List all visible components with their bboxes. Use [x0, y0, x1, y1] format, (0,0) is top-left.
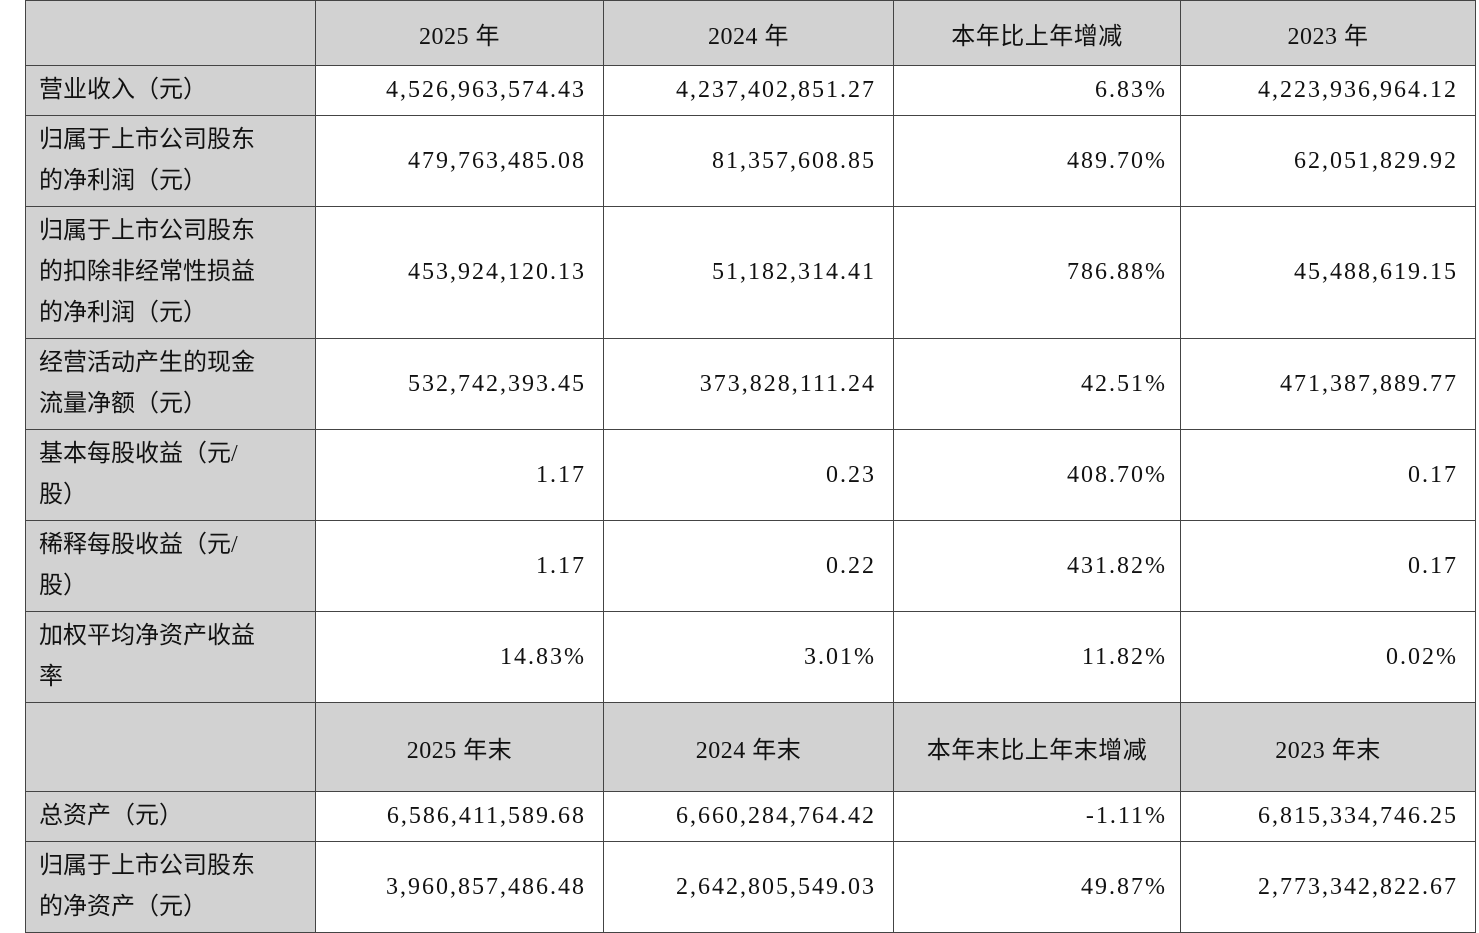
table-row-net-assets: 归属于上市公司股东 的净资产（元） 3,960,857,486.48 2,642…	[25, 841, 1476, 933]
value-2025: 453,924,120.13	[315, 206, 604, 339]
value-change: 42.51%	[893, 338, 1181, 430]
metric-label: 稀释每股收益（元/ 股）	[25, 520, 316, 612]
metric-label: 经营活动产生的现金 流量净额（元）	[25, 338, 316, 430]
column-header-2024-end: 2024 年末	[603, 702, 894, 792]
value-2025: 14.83%	[315, 611, 604, 703]
table-row-total-assets: 总资产（元） 6,586,411,589.68 6,660,284,764.42…	[25, 791, 1476, 842]
table-row-diluted-eps: 稀释每股收益（元/ 股） 1.17 0.22 431.82% 0.17	[25, 520, 1476, 612]
value-change: 489.70%	[893, 115, 1181, 207]
column-header-2025: 2025 年	[315, 0, 604, 66]
value-2023: 6,815,334,746.25	[1180, 791, 1476, 842]
metric-label: 归属于上市公司股东 的净资产（元）	[25, 841, 316, 933]
value-2025: 3,960,857,486.48	[315, 841, 604, 933]
value-2025: 4,526,963,574.43	[315, 65, 604, 116]
value-2024: 0.22	[603, 520, 894, 612]
metric-label: 归属于上市公司股东 的净利润（元）	[25, 115, 316, 207]
value-2024: 3.01%	[603, 611, 894, 703]
metric-label: 营业收入（元）	[25, 65, 316, 116]
value-2025: 532,742,393.45	[315, 338, 604, 430]
value-2025: 1.17	[315, 429, 604, 521]
value-change: 49.87%	[893, 841, 1181, 933]
table-row-revenue: 营业收入（元） 4,526,963,574.43 4,237,402,851.2…	[25, 65, 1476, 116]
column-header-yoy-change: 本年比上年增减	[893, 0, 1181, 66]
value-2024: 0.23	[603, 429, 894, 521]
value-2024: 81,357,608.85	[603, 115, 894, 207]
value-2024: 6,660,284,764.42	[603, 791, 894, 842]
value-change: 431.82%	[893, 520, 1181, 612]
value-change: 408.70%	[893, 429, 1181, 521]
value-2023: 4,223,936,964.12	[1180, 65, 1476, 116]
metric-label: 归属于上市公司股东 的扣除非经常性损益 的净利润（元）	[25, 206, 316, 339]
value-2025: 479,763,485.08	[315, 115, 604, 207]
table-row-net-profit: 归属于上市公司股东 的净利润（元） 479,763,485.08 81,357,…	[25, 115, 1476, 207]
value-2024: 373,828,111.24	[603, 338, 894, 430]
value-2023: 0.17	[1180, 520, 1476, 612]
table-row-operating-cash-flow: 经营活动产生的现金 流量净额（元） 532,742,393.45 373,828…	[25, 338, 1476, 430]
column-header-2023: 2023 年	[1180, 0, 1476, 66]
value-2024: 4,237,402,851.27	[603, 65, 894, 116]
table-row-weighted-roe: 加权平均净资产收益 率 14.83% 3.01% 11.82% 0.02%	[25, 611, 1476, 703]
value-2023: 62,051,829.92	[1180, 115, 1476, 207]
financial-summary-table: 2025 年 2024 年 本年比上年增减 2023 年 营业收入（元） 4,5…	[25, 0, 1476, 933]
column-header-2024: 2024 年	[603, 0, 894, 66]
value-2024: 2,642,805,549.03	[603, 841, 894, 933]
value-change: -1.11%	[893, 791, 1181, 842]
annual-header-row: 2025 年 2024 年 本年比上年增减 2023 年	[25, 0, 1476, 66]
metric-label: 总资产（元）	[25, 791, 316, 842]
table-row-basic-eps: 基本每股收益（元/ 股） 1.17 0.23 408.70% 0.17	[25, 429, 1476, 521]
value-change: 11.82%	[893, 611, 1181, 703]
value-2023: 471,387,889.77	[1180, 338, 1476, 430]
annual-header-empty-cell	[25, 0, 316, 66]
table-row-deducted-net-profit: 归属于上市公司股东 的扣除非经常性损益 的净利润（元） 453,924,120.…	[25, 206, 1476, 339]
metric-label: 基本每股收益（元/ 股）	[25, 429, 316, 521]
column-header-2025-end: 2025 年末	[315, 702, 604, 792]
value-2023: 0.02%	[1180, 611, 1476, 703]
metric-label: 加权平均净资产收益 率	[25, 611, 316, 703]
column-header-2023-end: 2023 年末	[1180, 702, 1476, 792]
value-change: 6.83%	[893, 65, 1181, 116]
period-end-header-empty-cell	[25, 702, 316, 792]
value-2023: 0.17	[1180, 429, 1476, 521]
value-2025: 1.17	[315, 520, 604, 612]
period-end-header-row: 2025 年末 2024 年末 本年末比上年末增减 2023 年末	[25, 702, 1476, 792]
value-2023: 45,488,619.15	[1180, 206, 1476, 339]
value-change: 786.88%	[893, 206, 1181, 339]
value-2023: 2,773,342,822.67	[1180, 841, 1476, 933]
value-2024: 51,182,314.41	[603, 206, 894, 339]
column-header-period-end-change: 本年末比上年末增减	[893, 702, 1181, 792]
value-2025: 6,586,411,589.68	[315, 791, 604, 842]
